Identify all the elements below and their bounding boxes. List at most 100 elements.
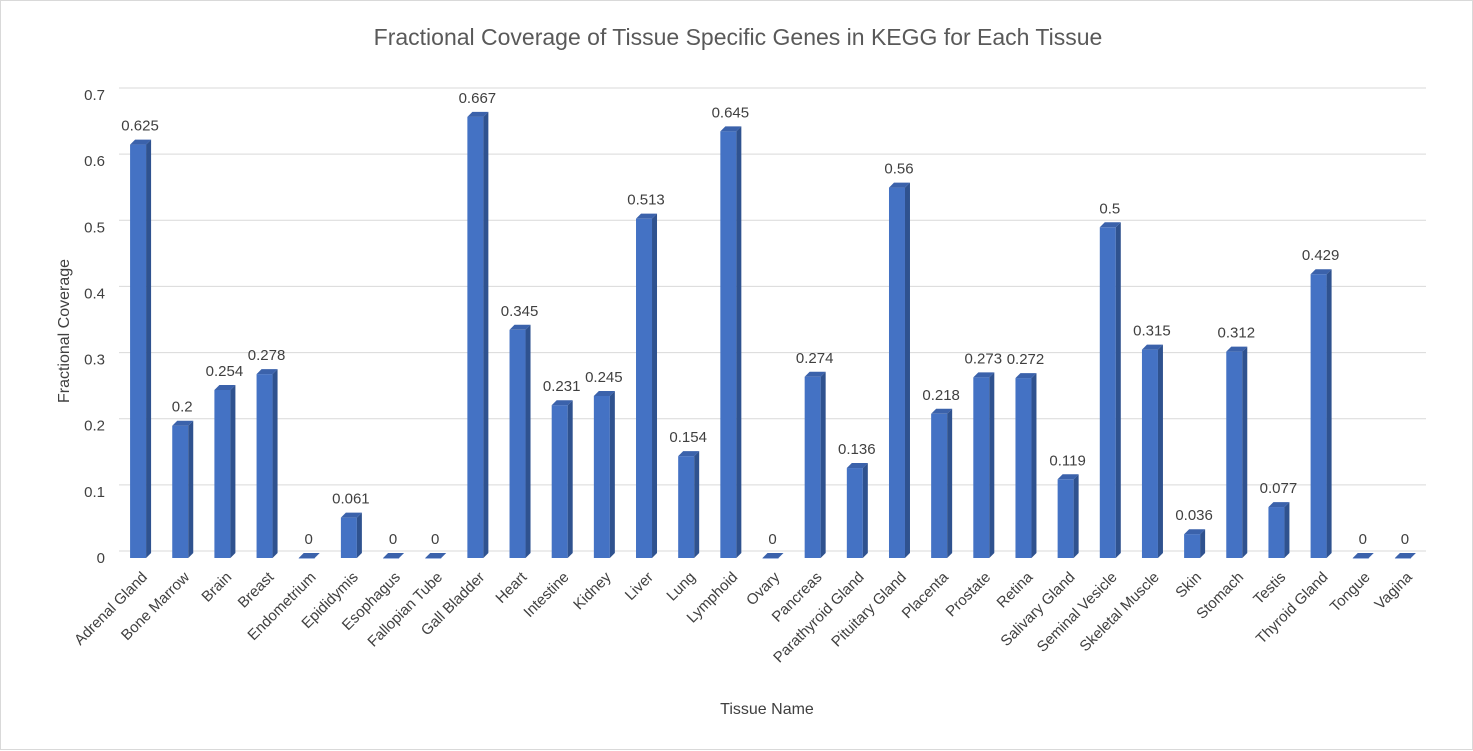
bar-front [1184, 534, 1201, 558]
data-label: 0 [305, 531, 313, 548]
y-tick-label: 0.3 [84, 352, 105, 369]
data-label: 0.273 [965, 350, 1003, 367]
x-category-label: Placenta [899, 568, 953, 622]
bar-top [1394, 553, 1416, 558]
bar-side [230, 384, 236, 558]
bar-front [1268, 507, 1285, 558]
bar-top [678, 451, 700, 457]
x-axis-title: Tissue Name [720, 701, 814, 718]
x-category-label: Testis [1250, 569, 1289, 608]
data-label: 0.136 [838, 441, 876, 458]
data-label: 0 [1359, 531, 1367, 548]
bar-front [383, 558, 400, 559]
bar-side [146, 139, 152, 558]
bar-front [298, 558, 315, 559]
y-tick-label: 0.4 [84, 285, 105, 302]
y-tick-label: 0.2 [84, 418, 105, 435]
bar-front [214, 389, 231, 558]
bar-top [298, 553, 320, 558]
bar-side [1326, 269, 1332, 558]
bar-top [973, 372, 995, 378]
bar-top [256, 369, 278, 375]
bar-side [1073, 474, 1079, 558]
bar [888, 182, 910, 558]
bar-side [652, 213, 658, 559]
data-label: 0.429 [1302, 247, 1340, 264]
bar-front [509, 329, 526, 558]
data-label: 0.315 [1133, 323, 1171, 340]
bar-front [636, 218, 653, 559]
bar-side [1242, 346, 1248, 558]
bar-side [525, 324, 531, 558]
y-tick-label: 0.6 [84, 153, 105, 170]
bar-side [567, 400, 573, 558]
bar-side [1031, 373, 1037, 558]
bar-front [256, 374, 273, 558]
data-label: 0.231 [543, 378, 581, 395]
bar [256, 369, 278, 558]
bar-front [1057, 479, 1074, 558]
x-category-label: Brain [198, 569, 235, 606]
bar-front [678, 456, 695, 558]
data-label: 0.254 [206, 363, 244, 380]
bar-top [425, 553, 447, 558]
data-label: 0.077 [1260, 480, 1298, 497]
data-label: 0.5 [1099, 200, 1120, 217]
bar [1310, 269, 1332, 558]
y-tick-label: 0.7 [84, 87, 105, 104]
data-label: 0.061 [332, 491, 370, 508]
bar-side [188, 420, 194, 558]
bar-front [467, 116, 484, 558]
data-label: 0.312 [1218, 325, 1256, 342]
bar [804, 371, 826, 558]
bar-top [1226, 346, 1248, 352]
x-category-label: Ovary [743, 568, 784, 609]
x-category-label: Skin [1172, 569, 1205, 602]
x-category-label: Vagina [1371, 568, 1416, 613]
bar-top [340, 512, 362, 518]
y-axis-title: Fractional Coverage [56, 259, 73, 403]
data-label: 0.625 [121, 118, 159, 135]
bar-top [1015, 373, 1037, 379]
data-label: 0 [389, 531, 397, 548]
bar-front [1015, 378, 1032, 558]
bar-top [509, 324, 531, 330]
data-label: 0.036 [1175, 507, 1213, 524]
data-label: 0.645 [712, 104, 750, 121]
bar-front [973, 377, 990, 558]
x-category-label: Lung [663, 569, 699, 605]
bar [1352, 553, 1374, 559]
bar-top [1310, 269, 1332, 275]
data-label: 0.667 [459, 90, 497, 107]
bar-front [593, 395, 610, 558]
data-label: 0.345 [501, 303, 539, 320]
y-tick-label: 0.1 [84, 484, 105, 501]
bar [636, 213, 658, 559]
bar-front [888, 187, 905, 558]
bar-front [1141, 349, 1158, 558]
bar [1141, 344, 1163, 558]
data-label: 0.56 [884, 161, 913, 178]
bar [1057, 474, 1079, 558]
y-axis-ticks: 0 0.1 0.2 0.3 0.4 0.5 0.6 0.7 [84, 87, 105, 567]
bar-side [694, 451, 700, 558]
bar-side [609, 390, 615, 558]
bar [425, 553, 447, 559]
bar-side [989, 372, 995, 558]
bar-top [636, 213, 658, 219]
bar-front [340, 517, 357, 558]
bar-side [736, 126, 742, 558]
bar [340, 512, 362, 558]
bar-front [846, 468, 863, 558]
bar [551, 400, 573, 558]
bar-top [720, 126, 742, 132]
x-category-label: Pituitary Gland [828, 569, 910, 651]
x-category-label: Liver [622, 569, 657, 604]
bar [214, 384, 236, 558]
bar [172, 420, 194, 558]
bar-front [130, 144, 147, 558]
bar-side [1284, 502, 1290, 558]
bar-side [1157, 344, 1163, 558]
bar-top [593, 390, 615, 396]
